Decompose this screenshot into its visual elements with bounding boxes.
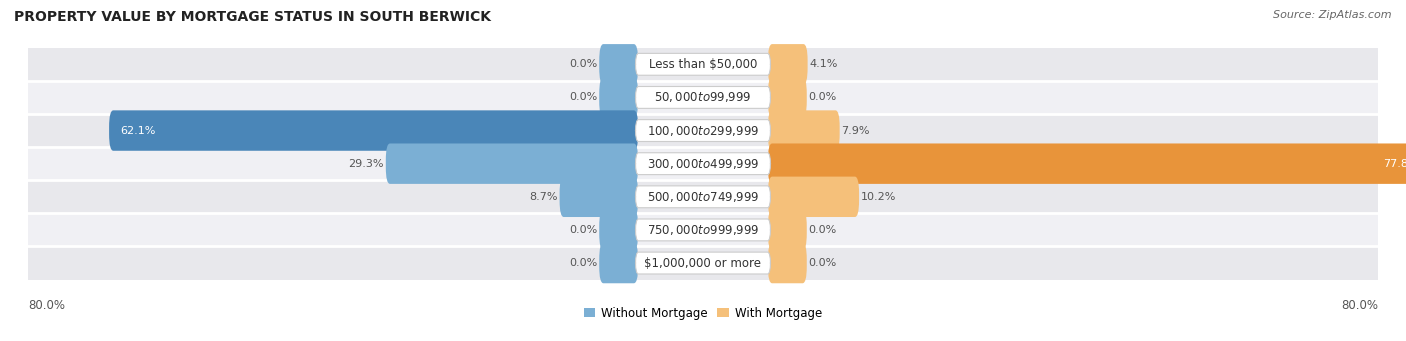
Bar bbox=[28, 247, 1378, 280]
FancyBboxPatch shape bbox=[636, 186, 770, 208]
FancyBboxPatch shape bbox=[599, 243, 638, 283]
Legend: Without Mortgage, With Mortgage: Without Mortgage, With Mortgage bbox=[579, 302, 827, 325]
Bar bbox=[28, 147, 1378, 180]
FancyBboxPatch shape bbox=[599, 44, 638, 85]
Text: $300,000 to $499,999: $300,000 to $499,999 bbox=[647, 157, 759, 171]
Text: 10.2%: 10.2% bbox=[860, 192, 896, 202]
Text: 0.0%: 0.0% bbox=[569, 92, 598, 102]
FancyBboxPatch shape bbox=[636, 252, 770, 274]
Text: 4.1%: 4.1% bbox=[810, 59, 838, 69]
Text: 80.0%: 80.0% bbox=[28, 299, 65, 312]
Text: 7.9%: 7.9% bbox=[841, 125, 870, 136]
Text: $100,000 to $299,999: $100,000 to $299,999 bbox=[647, 123, 759, 137]
FancyBboxPatch shape bbox=[768, 210, 807, 250]
Text: Source: ZipAtlas.com: Source: ZipAtlas.com bbox=[1274, 10, 1392, 20]
FancyBboxPatch shape bbox=[636, 153, 770, 175]
FancyBboxPatch shape bbox=[560, 177, 638, 217]
Text: Less than $50,000: Less than $50,000 bbox=[648, 58, 758, 71]
Text: $750,000 to $999,999: $750,000 to $999,999 bbox=[647, 223, 759, 237]
FancyBboxPatch shape bbox=[599, 210, 638, 250]
FancyBboxPatch shape bbox=[768, 110, 839, 151]
Text: 0.0%: 0.0% bbox=[808, 258, 837, 268]
FancyBboxPatch shape bbox=[636, 87, 770, 108]
Text: 77.8%: 77.8% bbox=[1382, 159, 1406, 169]
FancyBboxPatch shape bbox=[385, 144, 638, 184]
FancyBboxPatch shape bbox=[768, 77, 807, 118]
Text: PROPERTY VALUE BY MORTGAGE STATUS IN SOUTH BERWICK: PROPERTY VALUE BY MORTGAGE STATUS IN SOU… bbox=[14, 10, 491, 24]
FancyBboxPatch shape bbox=[636, 219, 770, 241]
Text: 0.0%: 0.0% bbox=[808, 92, 837, 102]
Text: 0.0%: 0.0% bbox=[569, 258, 598, 268]
Text: $1,000,000 or more: $1,000,000 or more bbox=[644, 256, 762, 269]
Text: 8.7%: 8.7% bbox=[530, 192, 558, 202]
FancyBboxPatch shape bbox=[768, 177, 859, 217]
Bar bbox=[28, 180, 1378, 213]
Bar bbox=[28, 114, 1378, 147]
Bar bbox=[28, 213, 1378, 247]
Text: $500,000 to $749,999: $500,000 to $749,999 bbox=[647, 190, 759, 204]
FancyBboxPatch shape bbox=[636, 120, 770, 142]
FancyBboxPatch shape bbox=[768, 243, 807, 283]
Text: $50,000 to $99,999: $50,000 to $99,999 bbox=[654, 90, 752, 104]
FancyBboxPatch shape bbox=[599, 77, 638, 118]
FancyBboxPatch shape bbox=[768, 44, 807, 85]
Bar bbox=[28, 48, 1378, 81]
FancyBboxPatch shape bbox=[110, 110, 638, 151]
Text: 0.0%: 0.0% bbox=[808, 225, 837, 235]
Text: 80.0%: 80.0% bbox=[1341, 299, 1378, 312]
Bar bbox=[28, 81, 1378, 114]
Text: 29.3%: 29.3% bbox=[349, 159, 384, 169]
Text: 0.0%: 0.0% bbox=[569, 59, 598, 69]
Text: 0.0%: 0.0% bbox=[569, 225, 598, 235]
FancyBboxPatch shape bbox=[636, 54, 770, 75]
Text: 62.1%: 62.1% bbox=[120, 125, 156, 136]
FancyBboxPatch shape bbox=[768, 144, 1406, 184]
